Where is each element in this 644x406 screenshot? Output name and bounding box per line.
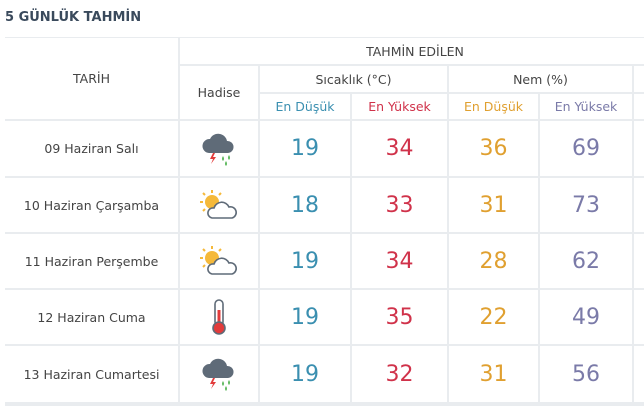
date-cell: 13 Haziran Cumartesi (5, 346, 178, 402)
value-cell: 34 (352, 234, 447, 288)
spacer (634, 66, 644, 92)
value-cell: 22 (449, 290, 538, 344)
value-cell: 69 (540, 121, 632, 176)
value-cell: 73 (540, 178, 632, 232)
value-cell: 35 (352, 290, 447, 344)
value-cell: 34 (352, 121, 447, 176)
spacer (634, 121, 644, 176)
value-cell: 62 (540, 234, 632, 288)
value-cell: 31 (449, 178, 538, 232)
date-header: TARİH (5, 38, 178, 119)
forecast-header: TAHMİN EDİLEN (180, 38, 644, 64)
value-cell: 19 (260, 234, 350, 288)
sub-header: En Yüksek (352, 94, 447, 119)
spacer (634, 178, 644, 232)
title: 5 GÜNLÜK TAHMİN (5, 10, 142, 25)
group-header: Nem (%) (449, 66, 632, 92)
date-cell: 10 Haziran Çarşamba (5, 178, 178, 232)
spacer (634, 290, 644, 344)
sub-header: En Düşük (449, 94, 538, 119)
value-cell: 56 (540, 346, 632, 402)
weather-icon (180, 290, 258, 344)
value-cell: 19 (260, 290, 350, 344)
value-cell: 36 (449, 121, 538, 176)
date-cell: 12 Haziran Cuma (5, 290, 178, 344)
spacer (634, 94, 644, 119)
weather-icon (180, 121, 258, 176)
value-cell: 33 (352, 178, 447, 232)
group-header: Sıcaklık (°C) (260, 66, 447, 92)
value-cell: 18 (260, 178, 350, 232)
spacer (634, 234, 644, 288)
weather-icon (180, 346, 258, 402)
event-header: Hadise (180, 66, 258, 119)
value-cell: 19 (260, 121, 350, 176)
date-cell: 11 Haziran Perşembe (5, 234, 178, 288)
sub-header: En Düşük (260, 94, 350, 119)
value-cell: 32 (352, 346, 447, 402)
value-cell: 19 (260, 346, 350, 402)
date-cell: 09 Haziran Salı (5, 121, 178, 176)
value-cell: 28 (449, 234, 538, 288)
value-cell: 31 (449, 346, 538, 402)
weather-icon (180, 234, 258, 288)
sub-header: En Yüksek (540, 94, 632, 119)
spacer (634, 346, 644, 402)
value-cell: 49 (540, 290, 632, 344)
weather-icon (180, 178, 258, 232)
